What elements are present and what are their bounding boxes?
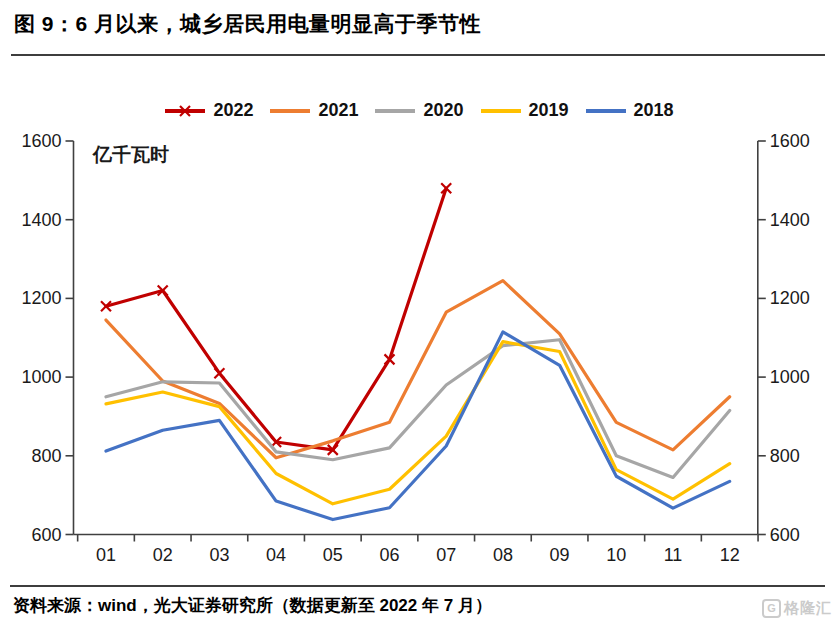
source-note: 资料来源：wind，光大证券研究所（数据更新至 2022 年 7 月） — [13, 594, 492, 617]
svg-text:600: 600 — [31, 525, 61, 545]
gelonghui-logo: G 格隆汇 — [762, 599, 832, 618]
svg-text:10: 10 — [606, 545, 626, 565]
svg-text:04: 04 — [266, 545, 286, 565]
svg-text:1600: 1600 — [21, 131, 61, 151]
svg-text:02: 02 — [153, 545, 173, 565]
gelonghui-icon: G — [762, 599, 781, 618]
svg-text:08: 08 — [493, 545, 513, 565]
svg-text:06: 06 — [379, 545, 399, 565]
svg-text:1200: 1200 — [21, 288, 61, 308]
source-divider — [10, 585, 825, 587]
svg-text:1400: 1400 — [21, 210, 61, 230]
svg-text:07: 07 — [436, 545, 456, 565]
figure: 图 9：6 月以来，城乡居民用电量明显高于季节性 202220212020201… — [0, 0, 838, 628]
line-chart: 600 600 800 800 1000 1000 1200 1200 1400 1400 1600… — [0, 0, 838, 628]
svg-text:09: 09 — [550, 545, 570, 565]
svg-text:12: 12 — [720, 545, 740, 565]
svg-text:600: 600 — [770, 525, 800, 545]
svg-text:1400: 1400 — [770, 210, 810, 230]
svg-text:亿千瓦时: 亿千瓦时 — [92, 144, 169, 165]
svg-text:03: 03 — [209, 545, 229, 565]
svg-text:1000: 1000 — [21, 367, 61, 387]
svg-text:05: 05 — [323, 545, 343, 565]
svg-text:1200: 1200 — [770, 288, 810, 308]
svg-text:1600: 1600 — [770, 131, 810, 151]
svg-text:1000: 1000 — [770, 367, 810, 387]
gelonghui-text: 格隆汇 — [784, 599, 832, 618]
svg-text:800: 800 — [31, 446, 61, 466]
svg-text:800: 800 — [770, 446, 800, 466]
svg-text:01: 01 — [96, 545, 116, 565]
svg-text:11: 11 — [664, 545, 683, 565]
